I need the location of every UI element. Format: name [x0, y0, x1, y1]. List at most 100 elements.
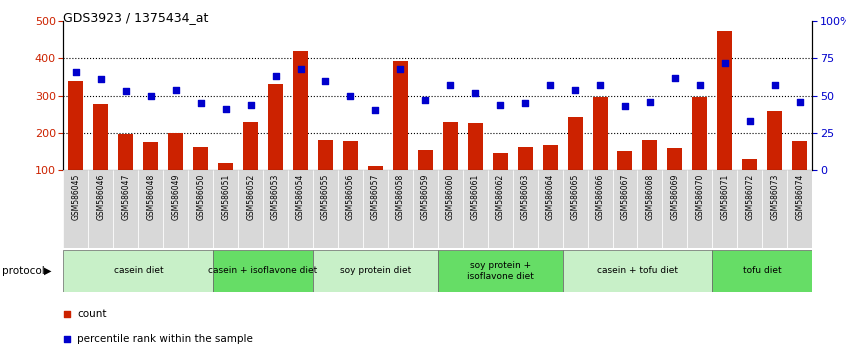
Bar: [667, 148, 683, 170]
Bar: [587, 170, 613, 248]
Point: [618, 103, 632, 109]
Bar: [243, 122, 258, 170]
Point: [793, 99, 806, 104]
Bar: [437, 250, 563, 292]
Bar: [168, 133, 184, 170]
Bar: [69, 81, 84, 170]
Point: [294, 66, 307, 72]
Bar: [437, 170, 463, 248]
Point: [743, 118, 756, 124]
Bar: [138, 170, 163, 248]
Text: GSM586045: GSM586045: [71, 174, 80, 220]
Bar: [343, 141, 358, 170]
Point: [144, 93, 157, 98]
Bar: [413, 170, 437, 248]
Point: [543, 82, 557, 88]
Point: [569, 87, 582, 92]
Text: GSM586073: GSM586073: [770, 174, 779, 220]
Text: GSM586054: GSM586054: [296, 174, 305, 220]
Bar: [492, 153, 508, 170]
Point: [465, 9, 479, 15]
Bar: [592, 97, 607, 170]
Point: [493, 102, 507, 107]
Bar: [293, 51, 308, 170]
Point: [169, 87, 183, 92]
Bar: [518, 147, 533, 170]
Point: [469, 90, 482, 96]
Text: GSM586047: GSM586047: [121, 174, 130, 220]
Bar: [63, 250, 213, 292]
Bar: [742, 159, 757, 170]
Bar: [418, 150, 433, 170]
Text: GSM586057: GSM586057: [371, 174, 380, 220]
Text: GSM586048: GSM586048: [146, 174, 156, 220]
Text: GSM586066: GSM586066: [596, 174, 605, 220]
Bar: [318, 140, 333, 170]
Bar: [238, 170, 263, 248]
Bar: [313, 170, 338, 248]
Bar: [712, 170, 737, 248]
Text: GSM586049: GSM586049: [171, 174, 180, 220]
Point: [219, 106, 233, 112]
Bar: [568, 117, 583, 170]
Bar: [513, 170, 538, 248]
Bar: [468, 124, 483, 170]
Point: [593, 82, 607, 88]
Bar: [163, 170, 188, 248]
Point: [465, 239, 479, 245]
Text: GSM586052: GSM586052: [246, 174, 255, 220]
Bar: [662, 170, 687, 248]
Text: GSM586058: GSM586058: [396, 174, 405, 220]
Text: casein diet: casein diet: [113, 266, 163, 275]
Point: [718, 60, 732, 66]
Text: GSM586060: GSM586060: [446, 174, 455, 220]
Text: ▶: ▶: [44, 266, 52, 276]
Bar: [387, 170, 413, 248]
Bar: [563, 170, 587, 248]
Point: [369, 108, 382, 113]
Text: soy protein +
isoflavone diet: soy protein + isoflavone diet: [467, 261, 534, 280]
Point: [768, 82, 782, 88]
Point: [643, 99, 656, 104]
Bar: [787, 170, 812, 248]
Text: GSM586061: GSM586061: [470, 174, 480, 220]
Bar: [88, 170, 113, 248]
Text: GSM586067: GSM586067: [620, 174, 629, 220]
Text: soy protein diet: soy protein diet: [340, 266, 411, 275]
Bar: [792, 141, 807, 170]
Text: GSM586071: GSM586071: [720, 174, 729, 220]
Bar: [737, 170, 762, 248]
Text: GSM586074: GSM586074: [795, 174, 805, 220]
Bar: [613, 170, 637, 248]
Bar: [637, 170, 662, 248]
Point: [69, 69, 83, 75]
Bar: [288, 170, 313, 248]
Bar: [393, 61, 408, 170]
Text: casein + isoflavone diet: casein + isoflavone diet: [208, 266, 318, 275]
Point: [443, 82, 457, 88]
Bar: [712, 250, 812, 292]
Bar: [692, 97, 707, 170]
Point: [419, 97, 432, 103]
Text: GSM586051: GSM586051: [221, 174, 230, 220]
Point: [244, 102, 257, 107]
Bar: [338, 170, 363, 248]
Point: [393, 66, 407, 72]
Text: GSM586053: GSM586053: [271, 174, 280, 220]
Bar: [118, 134, 134, 170]
Point: [693, 82, 706, 88]
Bar: [717, 31, 733, 170]
Text: casein + tofu diet: casein + tofu diet: [597, 266, 678, 275]
Bar: [762, 170, 787, 248]
Text: GSM586062: GSM586062: [496, 174, 505, 220]
Text: GSM586055: GSM586055: [321, 174, 330, 220]
Bar: [687, 170, 712, 248]
Bar: [213, 170, 238, 248]
Point: [343, 93, 357, 98]
Bar: [218, 163, 233, 170]
Text: GSM586070: GSM586070: [695, 174, 705, 220]
Bar: [368, 166, 383, 170]
Point: [194, 100, 207, 106]
Text: protocol: protocol: [2, 266, 45, 276]
Bar: [363, 170, 387, 248]
